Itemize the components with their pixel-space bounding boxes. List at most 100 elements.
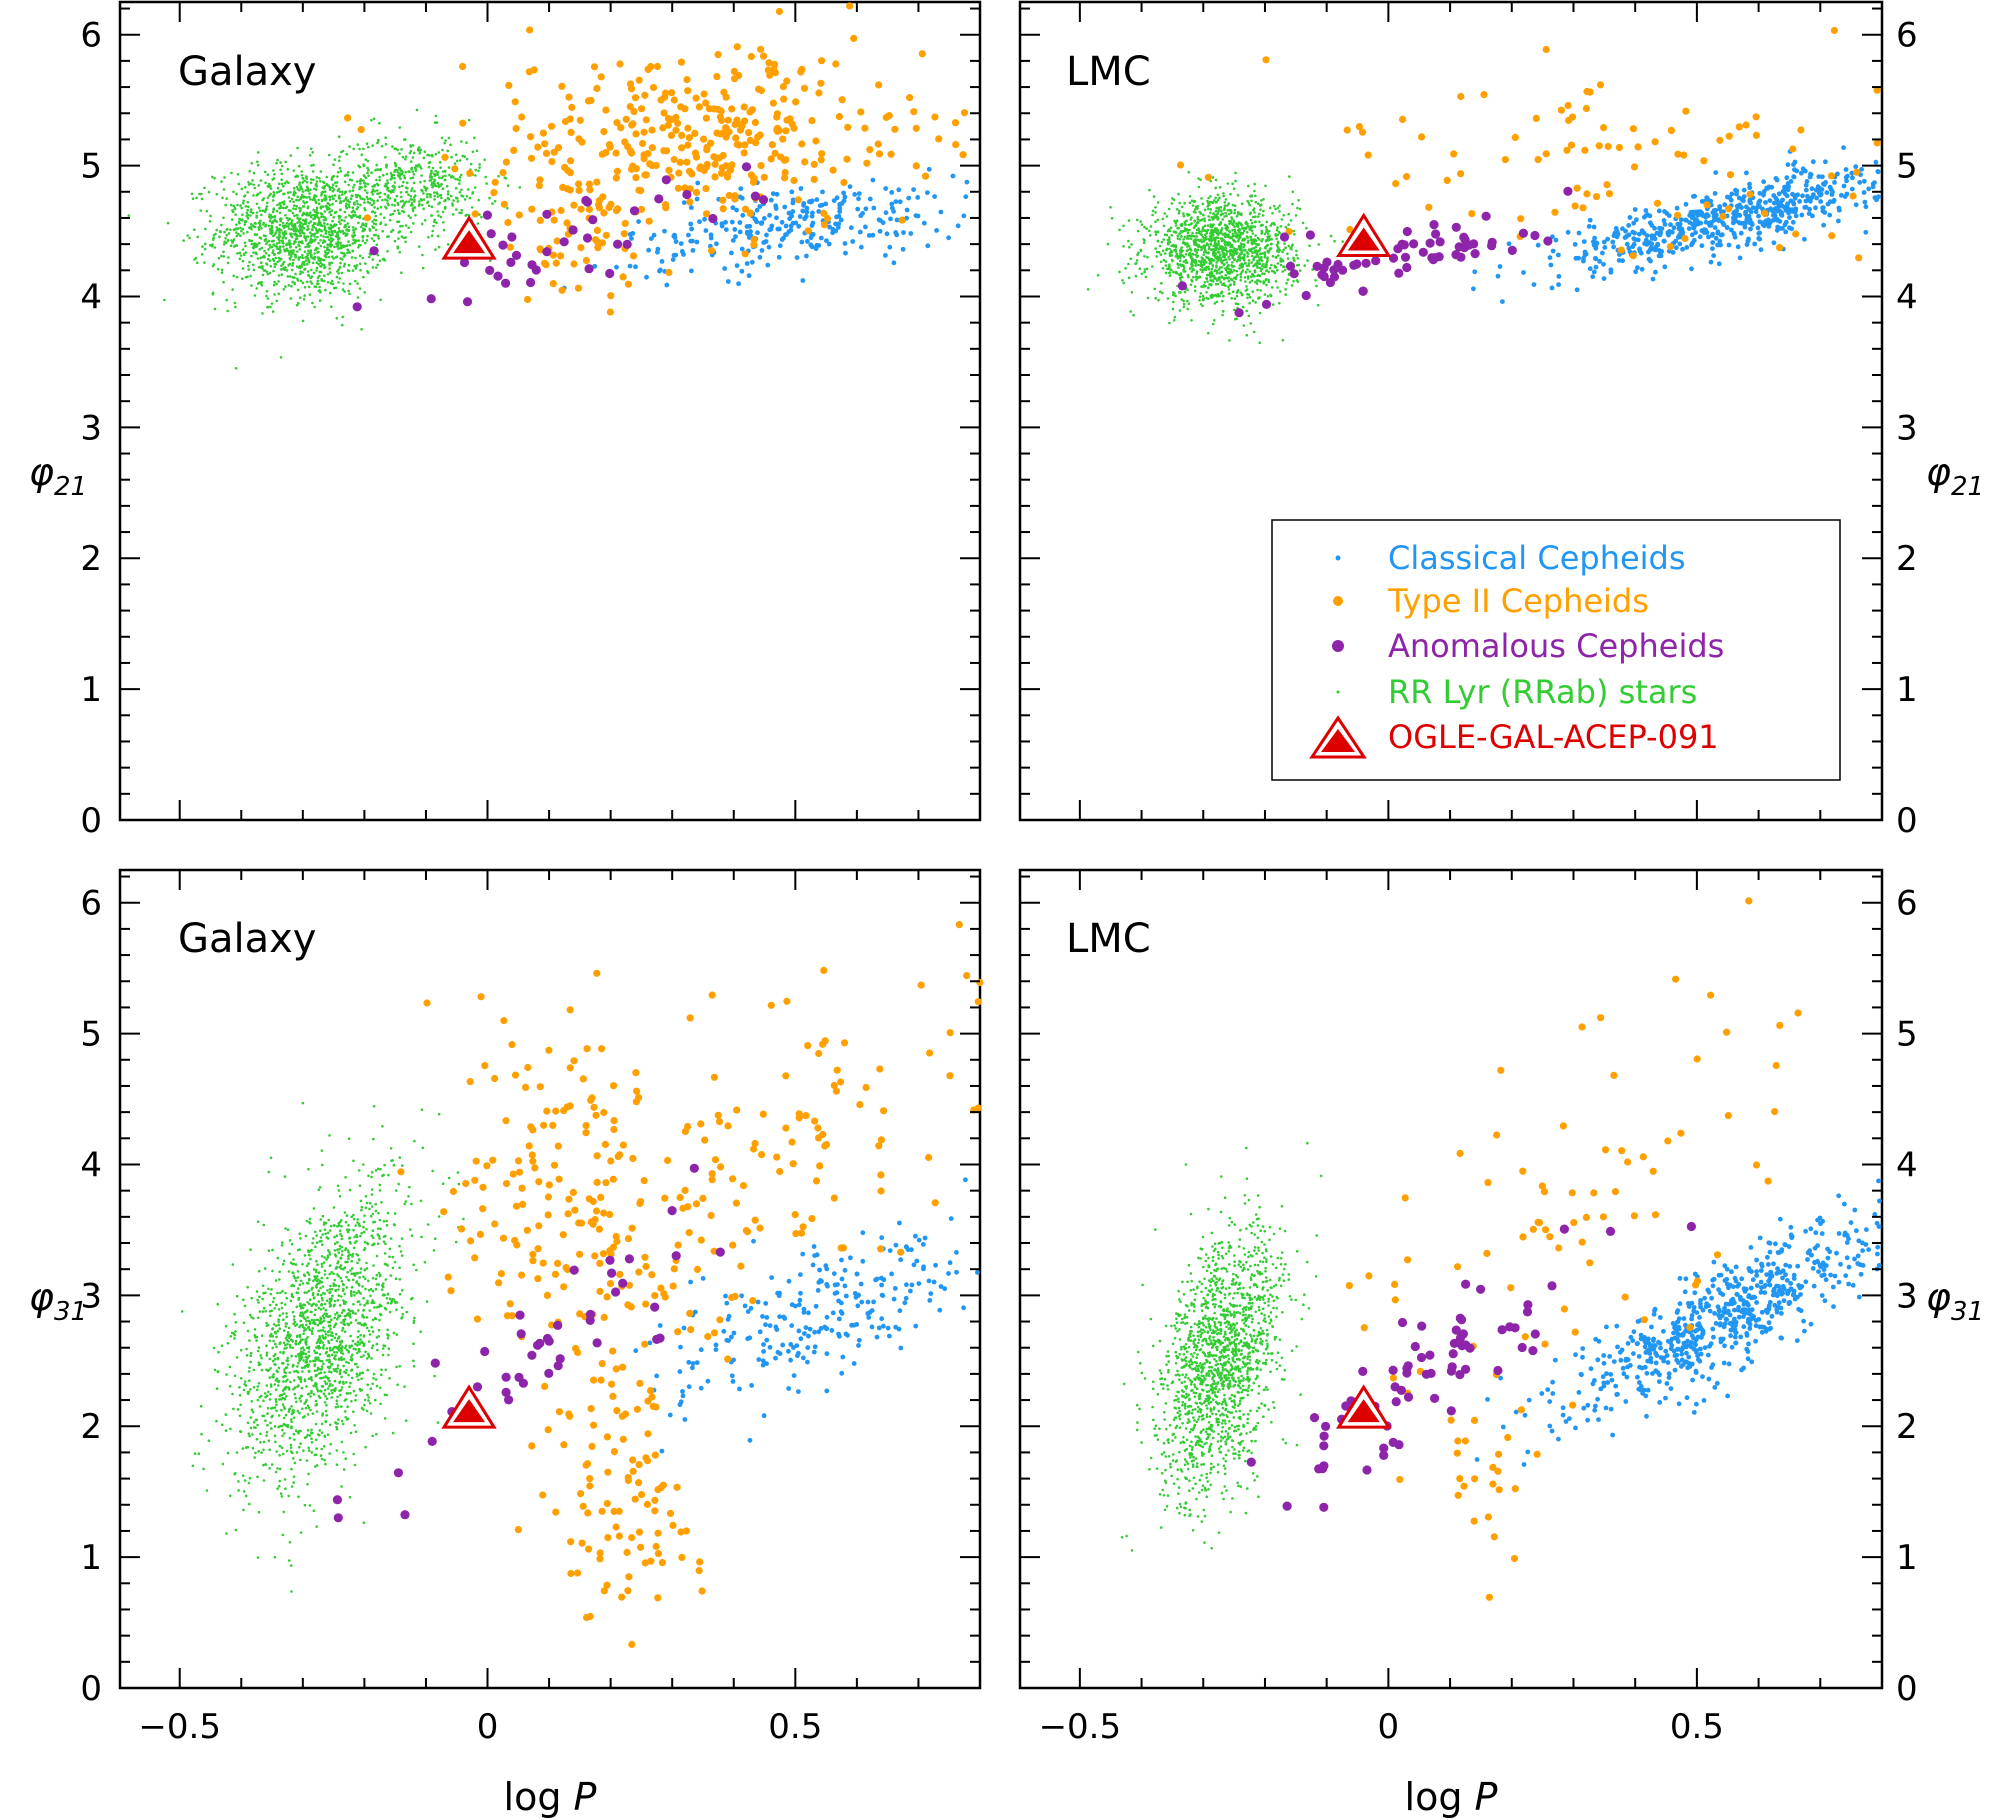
- point-green: [385, 166, 388, 169]
- point-green: [375, 178, 378, 182]
- point-green: [342, 199, 346, 203]
- point-green: [235, 234, 239, 238]
- point-green: [1248, 281, 1252, 284]
- point-green: [332, 257, 335, 260]
- point-blue: [802, 216, 807, 222]
- point-green: [1143, 254, 1146, 258]
- point-green: [289, 250, 293, 253]
- point-orange: [612, 174, 620, 182]
- point-green: [393, 177, 396, 180]
- point-blue: [646, 247, 651, 253]
- point-blue: [782, 204, 788, 210]
- point-green: [249, 214, 252, 217]
- point-green: [1159, 260, 1163, 264]
- point-blue: [1706, 234, 1711, 240]
- point-green: [1214, 245, 1217, 249]
- point-green: [343, 262, 347, 266]
- point-green: [430, 234, 434, 237]
- point-green: [324, 190, 327, 193]
- point-green: [278, 245, 282, 249]
- point-green: [421, 266, 425, 270]
- point-green: [1149, 225, 1153, 228]
- point-blue: [636, 219, 641, 225]
- point-green: [290, 284, 293, 288]
- point-green: [292, 250, 295, 253]
- point-orange: [783, 77, 791, 85]
- point-green: [467, 188, 470, 191]
- point-green: [371, 220, 374, 223]
- point-green: [1273, 264, 1276, 268]
- point-green: [1244, 280, 1247, 283]
- point-orange: [1583, 87, 1591, 96]
- point-green: [1258, 262, 1262, 266]
- point-blue: [1745, 238, 1751, 244]
- point-green: [250, 254, 253, 258]
- point-green: [1191, 265, 1194, 268]
- point-green: [316, 223, 320, 227]
- point-orange: [684, 141, 692, 149]
- point-green: [244, 220, 248, 224]
- point-blue: [1626, 223, 1632, 228]
- point-green: [1291, 202, 1294, 206]
- point-purple: [1371, 256, 1381, 266]
- point-green: [1186, 242, 1189, 245]
- point-green: [1297, 263, 1300, 267]
- point-green: [1221, 310, 1225, 313]
- point-orange: [568, 103, 576, 111]
- point-green: [1163, 252, 1167, 255]
- point-green: [320, 263, 324, 266]
- point-green: [1223, 277, 1226, 281]
- point-green: [264, 234, 267, 238]
- point-green: [447, 197, 451, 201]
- point-green: [1173, 244, 1176, 248]
- point-orange: [1746, 190, 1754, 198]
- point-blue: [808, 199, 814, 205]
- point-blue: [1791, 174, 1797, 180]
- point-green: [1175, 253, 1178, 257]
- point-purple: [582, 233, 593, 243]
- point-green: [182, 239, 185, 242]
- point-orange: [750, 235, 758, 244]
- point-purple: [1400, 252, 1411, 262]
- point-green: [283, 249, 287, 253]
- point-green: [411, 156, 415, 159]
- point-green: [1232, 283, 1236, 286]
- point-green: [1210, 283, 1213, 286]
- point-blue: [766, 244, 772, 250]
- point-green: [304, 222, 307, 226]
- point-green: [282, 288, 286, 291]
- point-green: [411, 207, 415, 210]
- point-green: [297, 164, 301, 168]
- point-purple: [1352, 259, 1362, 269]
- point-green: [437, 183, 441, 187]
- point-green: [405, 200, 408, 204]
- point-green: [1225, 214, 1228, 218]
- point-green: [1227, 241, 1230, 244]
- point-green: [1239, 275, 1243, 279]
- point-green: [1207, 201, 1211, 204]
- point-orange: [1615, 143, 1623, 152]
- point-green: [1215, 265, 1218, 269]
- point-green: [284, 230, 287, 233]
- point-green: [384, 223, 388, 226]
- point-green: [1231, 254, 1234, 258]
- point-orange: [597, 73, 605, 81]
- point-blue: [1770, 212, 1776, 218]
- point-green: [506, 184, 510, 187]
- point-green: [358, 254, 362, 258]
- point-green: [447, 136, 451, 140]
- point-green: [1278, 204, 1281, 208]
- point-blue: [1836, 205, 1842, 211]
- point-green: [292, 169, 296, 172]
- point-green: [1249, 322, 1253, 325]
- point-green: [1157, 298, 1160, 302]
- point-green: [310, 275, 314, 278]
- point-orange: [1480, 91, 1488, 99]
- point-green: [1181, 263, 1184, 267]
- point-green: [283, 224, 286, 227]
- point-green: [246, 191, 249, 194]
- point-green: [325, 175, 329, 179]
- point-green: [330, 279, 334, 283]
- point-green: [1146, 296, 1150, 300]
- point-green: [285, 205, 289, 209]
